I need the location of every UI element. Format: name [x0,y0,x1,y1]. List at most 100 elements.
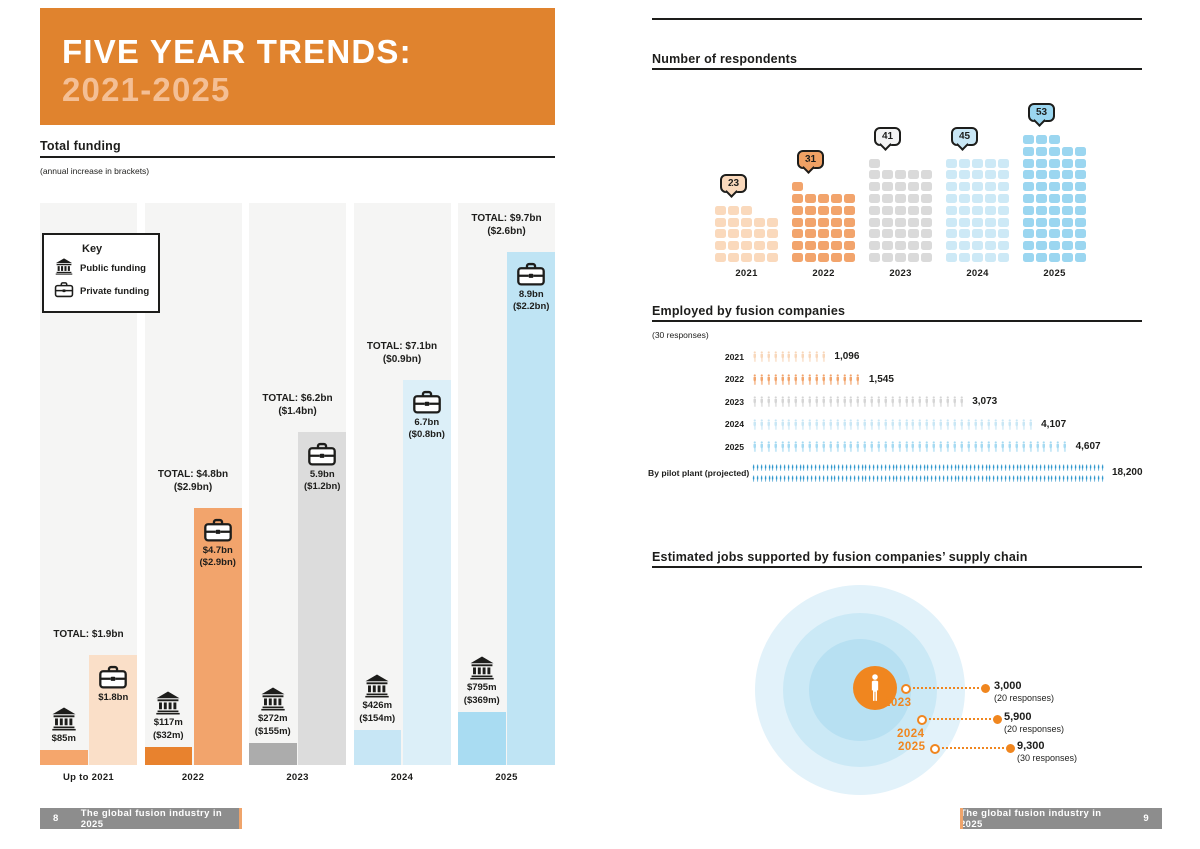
respondents-year-label: 2021 [735,268,758,279]
public-funding-bar [353,730,402,765]
heading-rule [652,320,1142,322]
page-title-line1: FIVE YEAR TRENDS: [62,33,412,70]
person-icon [960,418,963,430]
person-icon [818,464,821,471]
respondent-unit [728,229,739,239]
waffle-row [869,182,932,192]
person-icon [980,418,984,430]
person-icon [1066,475,1069,482]
person-icon [781,373,784,385]
employed-row: 2024 4,107 [648,418,1193,432]
person-icon [836,418,839,430]
waffle-row [792,205,855,215]
person-icon [795,464,797,471]
respondent-unit [754,217,765,227]
person-icon [950,475,952,482]
person-icon [801,396,805,407]
leader-line [929,718,991,720]
person-icon [818,475,821,482]
person-icon [1062,475,1065,482]
respondent-unit [946,182,957,192]
person-icon [865,475,867,482]
person-icon [869,464,871,471]
respondent-unit [998,253,1009,262]
respondent-unit [844,229,855,239]
briefcase-icon [412,390,441,414]
employed-value: 18,200 [1111,467,1143,479]
employed-row: 2021 1,096 [648,350,1193,364]
respondent-count-badge: 41 [874,126,902,151]
person-icon [781,441,784,452]
person-icon [834,475,836,482]
person-icon [829,441,832,452]
chart-key: Key Public funding Private funding [42,233,160,313]
person-icon [900,464,902,471]
person-icon [760,373,763,385]
person-icon [756,464,759,471]
respondent-unit [741,205,752,215]
person-icon [911,396,915,407]
person-icon [962,464,964,471]
person-icon [753,396,756,407]
person-icon [753,373,756,385]
respondent-unit [792,217,803,227]
person-icon [939,418,943,430]
person-icon [842,475,844,482]
respondent-unit [921,194,932,204]
supply-value: 5,900 [1004,711,1032,723]
person-icon [974,418,977,430]
respondent-unit [741,217,752,227]
person-icons [752,463,1104,484]
briefcase-icon [308,442,337,466]
person-icon [877,396,881,407]
person-icon [753,351,756,362]
respondent-unit [1023,194,1034,204]
person-icon [997,464,999,471]
person-icon [764,464,766,471]
respondent-unit [869,241,880,251]
respondent-unit [831,205,842,215]
respondent-unit [869,170,880,180]
person-icon [958,475,960,482]
respondent-unit [805,241,816,251]
respondent-unit [767,241,778,251]
respondent-unit [844,217,855,227]
person-icon [994,418,998,430]
person-icon [787,475,790,482]
respondent-unit [959,229,970,239]
respondent-unit [959,170,970,180]
person-icon [938,475,941,482]
person-icon [776,464,778,471]
person-icon [822,475,825,482]
person-icon [919,475,921,482]
person-icon [1042,441,1046,452]
person-icon [768,475,770,482]
respondent-unit [869,182,880,192]
person-icons [752,395,964,409]
employed-row-label: By pilot plant (projected) [648,467,750,478]
funding-column: TOTAL: $9.7bn ($2.6bn) $795m ($369m) 8.9bn ($… [458,203,555,783]
person-icon [794,351,798,362]
waffle-row [715,241,778,251]
respondent-unit [895,241,906,251]
respondent-unit [1049,135,1060,145]
total-funding-label: TOTAL: $4.8bn ($2.9bn) [157,468,229,493]
respondent-unit [805,217,816,227]
respondent-unit [908,205,919,215]
private-funding-bar [298,432,346,765]
respondent-unit [818,253,829,262]
person-icon [767,441,770,452]
person-icon [853,475,856,482]
person-icon [869,475,871,482]
respondent-unit [908,241,919,251]
person-icons [752,350,826,364]
employed-value: 4,107 [1041,418,1067,430]
respondent-unit [792,194,803,204]
respondents-year-label: 2022 [812,268,835,279]
respondent-unit [728,253,739,262]
respondent-unit [946,241,957,251]
respondent-unit [1049,158,1060,168]
person-icon [1082,464,1084,471]
respondent-unit [715,229,726,239]
respondent-unit [1049,241,1060,251]
